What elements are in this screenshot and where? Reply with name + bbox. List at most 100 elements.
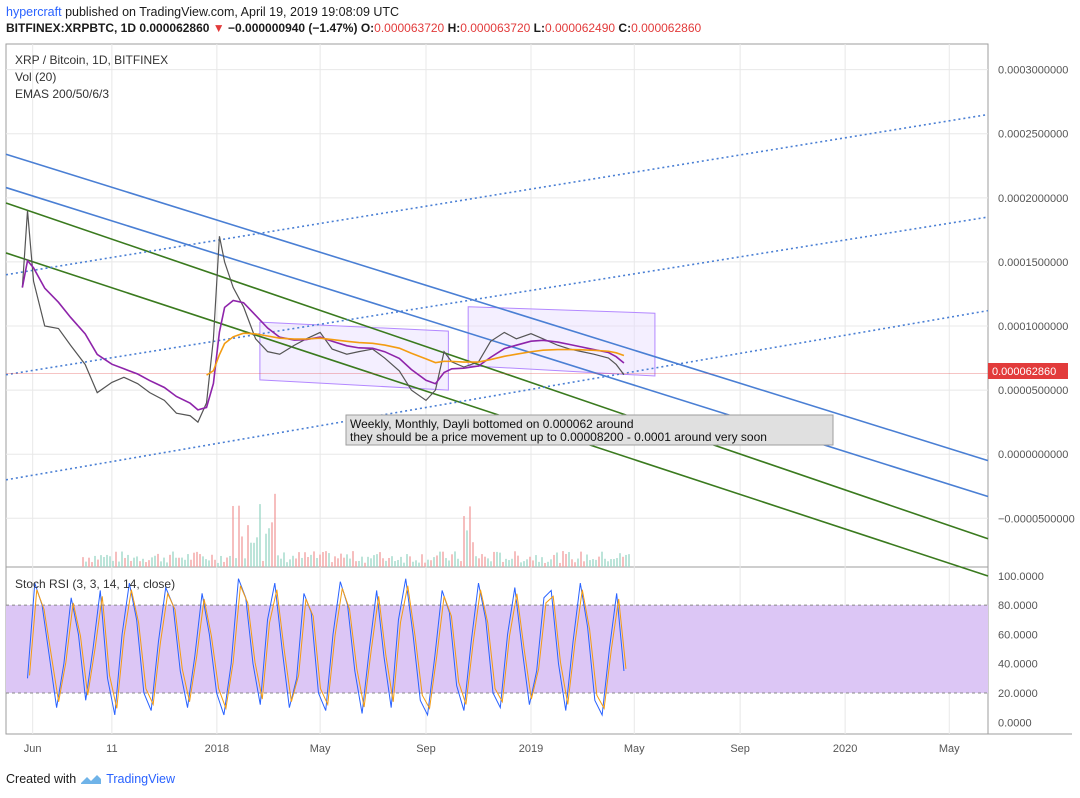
volume-bar (463, 516, 465, 567)
volume-bar (157, 553, 159, 567)
volume-bar (169, 554, 171, 567)
created-with-label: Created with (6, 772, 77, 786)
volume-bar (613, 559, 615, 567)
volume-bar (346, 554, 348, 567)
volume-bar (163, 557, 165, 567)
volume-bar (475, 556, 477, 567)
volume-bar (178, 557, 180, 567)
price-tag (988, 363, 1068, 379)
volume-bar (424, 562, 426, 567)
tradingview-link[interactable]: TradingView (106, 772, 175, 786)
volume-bar (85, 561, 87, 567)
volume-bar (109, 556, 111, 567)
volume-bar (244, 558, 246, 567)
volume-bar (310, 554, 312, 567)
rsi-d-line (29, 585, 627, 711)
volume-bar (520, 562, 522, 567)
author-link[interactable]: hypercraft (6, 5, 62, 19)
volume-bar (130, 560, 132, 567)
x-tick-label: Sep (730, 743, 750, 755)
volume-bar (226, 557, 228, 567)
trend-line-green-upper (5, 202, 989, 540)
volume-bar (535, 555, 537, 567)
volume-bar (544, 562, 546, 567)
symbol-label: BITFINEX:XRPBTC, 1D (6, 21, 137, 35)
volume-bar (400, 556, 402, 567)
dotted-channel-3 (5, 309, 989, 481)
price-tag-label: 0.000062860 (992, 366, 1056, 378)
volume-bar (247, 525, 249, 567)
volume-bar (439, 551, 441, 567)
volume-bar (88, 557, 90, 567)
volume-bar (568, 552, 570, 567)
volume-bar (421, 554, 423, 567)
volume-bar (571, 559, 573, 567)
volume-bar (538, 561, 540, 567)
volume-bar (190, 559, 192, 567)
y-tick-label: 0.0000000000 (998, 449, 1068, 461)
x-tick-label: 2019 (519, 743, 543, 755)
rsi-k-line (27, 578, 625, 717)
volume-bar (619, 553, 621, 567)
volume-bar (229, 555, 231, 567)
volume-bar (559, 562, 561, 567)
rsi-tick-label: 40.0000 (998, 659, 1038, 671)
rsi-legend: Stoch RSI (3, 3, 14, 14, close) (15, 577, 175, 591)
volume-bar (154, 555, 156, 567)
ema-200-line (206, 332, 625, 376)
dotted-channel-2 (5, 216, 989, 376)
annotation-line-2: they should be a price movement up to 0.… (350, 430, 767, 444)
volume-bar (361, 556, 363, 567)
rsi-tick-label: 60.0000 (998, 629, 1038, 641)
volume-bar (283, 552, 285, 567)
volume-bar (280, 558, 282, 567)
volume-bar (181, 557, 183, 567)
x-tick-label: May (939, 743, 960, 755)
volume-bar (124, 557, 126, 567)
volume-bar (460, 561, 462, 567)
down-arrow-icon: ▼ (212, 21, 225, 35)
volume-bar (307, 557, 309, 567)
volume-bar (187, 554, 189, 567)
volume-bar (91, 562, 93, 567)
volume-bars (82, 493, 630, 567)
low-value: 0.000062490 (545, 21, 616, 35)
volume-bar (445, 558, 447, 567)
volume-bar (196, 551, 198, 567)
volume-bar (304, 552, 306, 567)
stoch-rsi-pane (6, 578, 988, 717)
volume-bar (436, 555, 438, 567)
volume-bar (433, 557, 435, 567)
volume-bar (562, 551, 564, 567)
y-tick-label: 0.0000500000 (998, 385, 1068, 397)
annotation-box[interactable] (345, 414, 834, 446)
volume-bar (238, 505, 240, 567)
volume-bar (271, 522, 273, 567)
y-tick-label: 0.0003000000 (998, 65, 1068, 77)
high-value: 0.000063720 (460, 21, 531, 35)
high-label: H: (447, 21, 461, 35)
volume-bar (139, 561, 141, 567)
volume-bar (505, 558, 507, 567)
y-tick-label: 0.0002500000 (998, 129, 1068, 141)
x-tick-label: Jun (24, 743, 42, 755)
volume-bar (217, 562, 219, 567)
consolidation-box-2 (467, 306, 656, 377)
volume-bar (598, 556, 600, 567)
rsi-tick-label: 20.0000 (998, 688, 1038, 700)
volume-bar (547, 561, 549, 567)
dotted-channel-1 (5, 113, 989, 276)
volume-bar (403, 562, 405, 567)
volume-bar (220, 555, 222, 567)
volume-bar (94, 555, 96, 567)
volume-bar (499, 552, 501, 567)
volume-bar (289, 559, 291, 567)
volume-bar (457, 558, 459, 567)
x-tick-label: 2018 (205, 743, 229, 755)
volume-bar (466, 530, 468, 567)
volume-bar (136, 556, 138, 567)
publish-info: published on TradingView.com, April 19, … (65, 5, 400, 19)
open-value: 0.000063720 (374, 21, 445, 35)
volume-bar (556, 552, 558, 567)
